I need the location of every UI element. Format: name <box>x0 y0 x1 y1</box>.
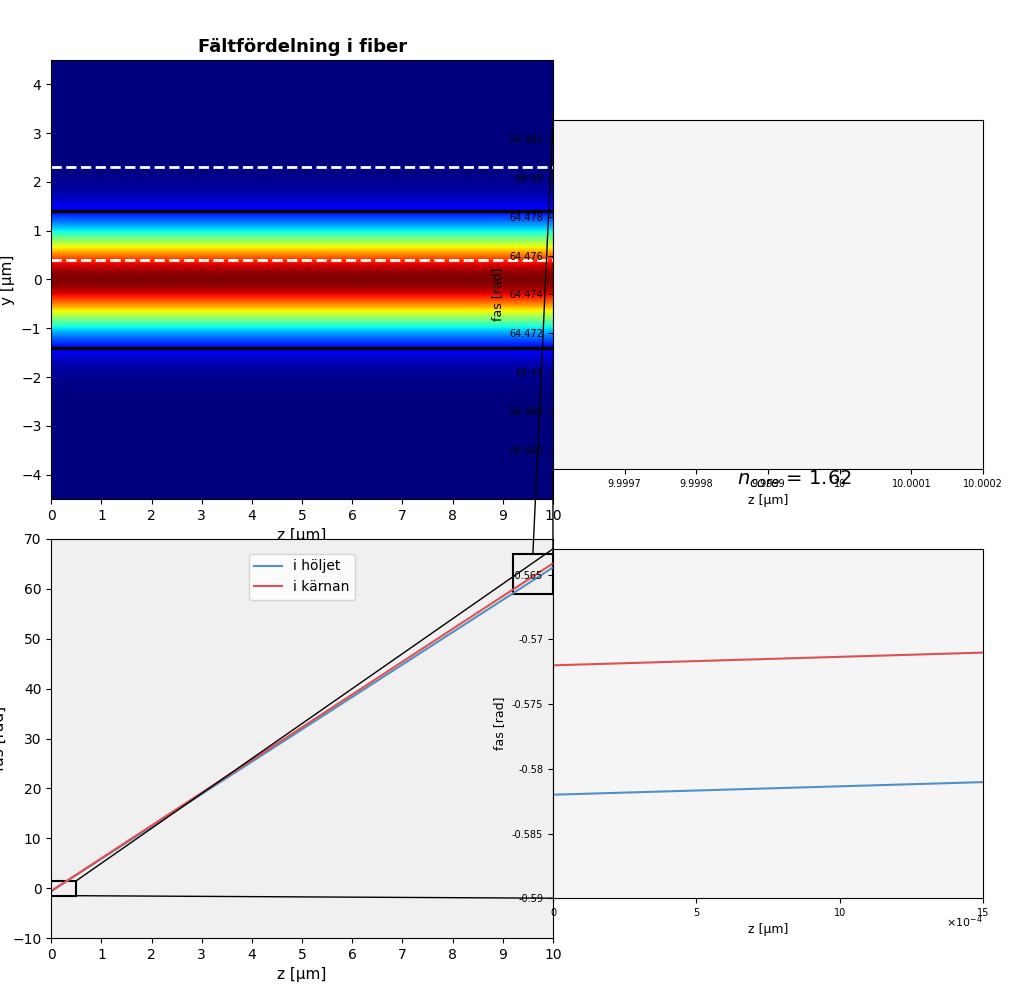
Text: $\times10^{-4}$: $\times10^{-4}$ <box>946 913 983 929</box>
Line: i höljet: i höljet <box>51 568 553 891</box>
i höljet <box>547 562 559 574</box>
i höljet <box>45 885 57 897</box>
i höljet <box>71 868 83 880</box>
Title: Fältfördelning i fiber: Fältfördelning i fiber <box>198 38 407 56</box>
i kärnan <box>547 558 559 570</box>
i kärnan <box>45 885 57 897</box>
X-axis label: z [µm]: z [µm] <box>748 494 788 507</box>
i kärnan <box>532 567 545 579</box>
i höljet <box>440 631 453 643</box>
i höljet <box>289 728 301 740</box>
Y-axis label: fas [rad]: fas [rad] <box>494 697 506 750</box>
i kärnan <box>71 868 83 880</box>
Y-axis label: fas [rad]: fas [rad] <box>490 267 504 321</box>
i kärnan <box>440 627 453 639</box>
i kärnan <box>532 567 545 579</box>
Legend: i höljet, i kärnan: i höljet, i kärnan <box>249 554 355 600</box>
i kärnan <box>289 726 301 738</box>
X-axis label: z [µm]: z [µm] <box>278 967 327 982</box>
i höljet <box>275 737 288 748</box>
Line: i kärnan: i kärnan <box>51 564 553 891</box>
i höljet <box>532 571 545 583</box>
Text: $n_{core}$ = 1.62: $n_{core}$ = 1.62 <box>737 468 852 490</box>
Y-axis label: fas [rad]: fas [rad] <box>0 706 7 771</box>
i höljet <box>532 571 545 583</box>
Text: $n_{clad}$ = 1.60: $n_{clad}$ = 1.60 <box>603 239 717 260</box>
Y-axis label: y [µm]: y [µm] <box>0 254 15 304</box>
X-axis label: z [µm]: z [µm] <box>278 528 327 543</box>
i kärnan <box>275 735 288 747</box>
X-axis label: z [µm]: z [µm] <box>748 923 788 936</box>
